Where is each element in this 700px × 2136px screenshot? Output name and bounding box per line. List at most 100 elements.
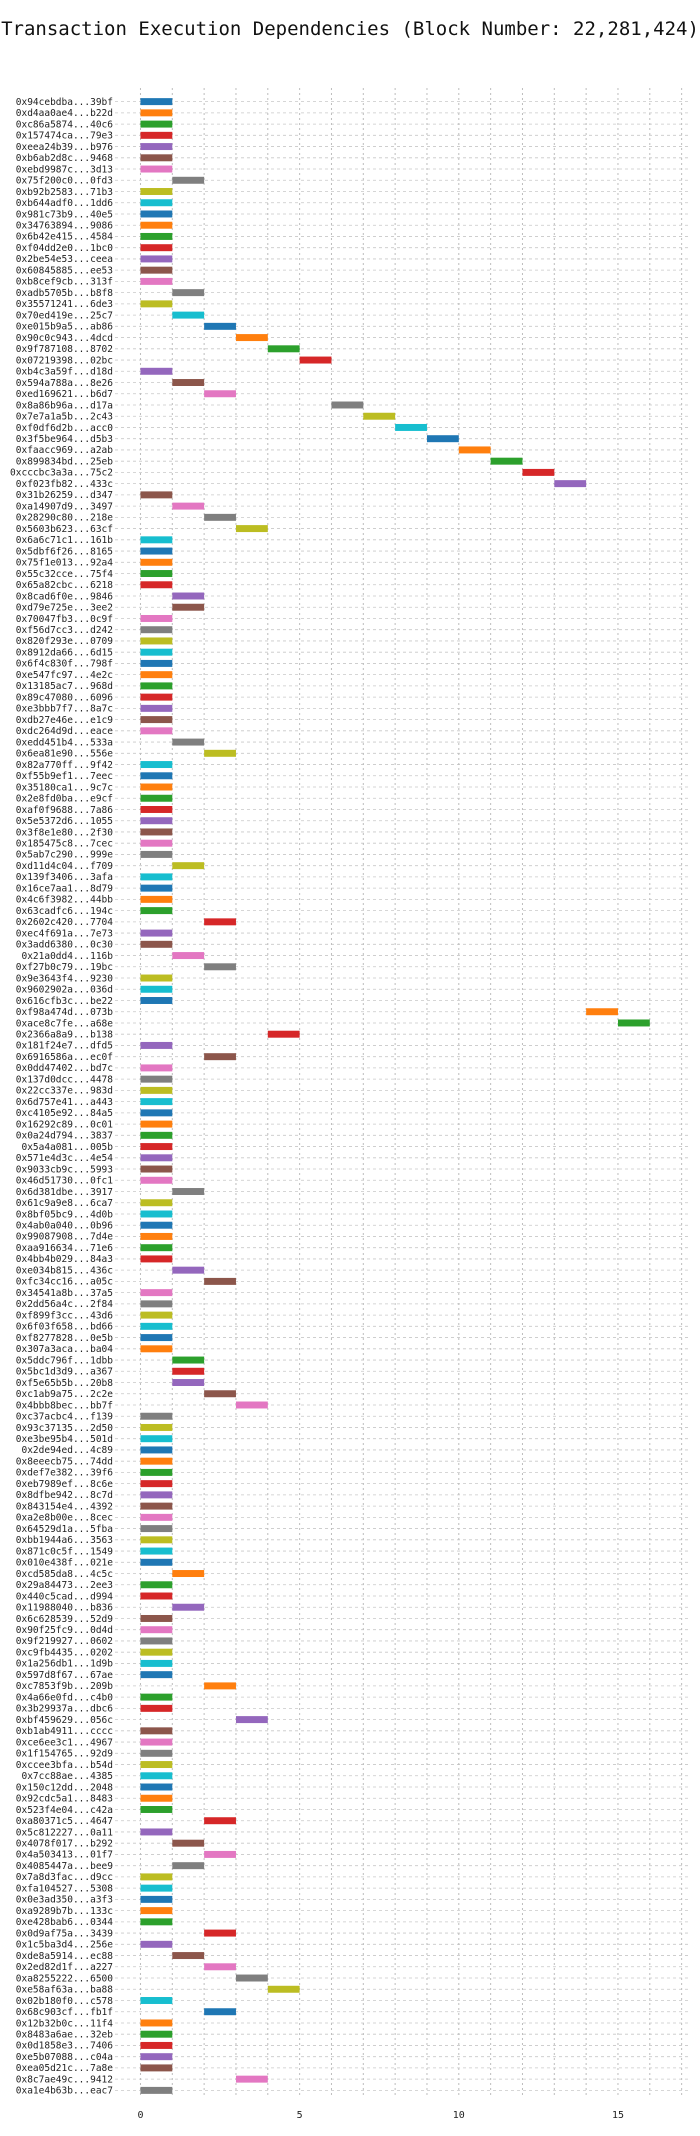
transaction-bar	[140, 277, 173, 285]
transaction-label: 0x6ea81e90...556e	[16, 749, 114, 760]
transaction-bar	[267, 1030, 300, 1038]
transaction-label: 0x75f1e013...92a4	[16, 558, 114, 569]
transaction-bar	[458, 446, 491, 454]
transaction-label: 0xb644adf0...1dd6	[16, 198, 114, 209]
transaction-bar	[140, 682, 173, 690]
transaction-bar	[204, 513, 236, 521]
transaction-label: 0xeb7989ef...8c6e	[16, 1479, 114, 1490]
transaction-label: 0x90f25fc9...0d4d	[16, 1625, 113, 1636]
transaction-bar	[140, 1345, 173, 1353]
transaction-bar	[140, 817, 173, 825]
transaction-label: 0x55c32cce...75f4	[16, 569, 114, 580]
transaction-label: 0x68c903cf...fb1f	[16, 2007, 113, 2018]
transaction-bar	[172, 738, 205, 746]
transaction-bar	[140, 491, 173, 499]
transaction-label: 0x9602902a...036d	[16, 985, 113, 996]
transaction-label: 0x8cad6f0e...9846	[16, 591, 114, 602]
transaction-label: 0xaf0f9688...7a86	[16, 805, 114, 816]
transaction-bar	[140, 1693, 173, 1701]
transaction-bar	[267, 345, 300, 353]
transaction-label: 0x523f4e04...c42a	[16, 1805, 113, 1816]
transaction-bar	[267, 1985, 300, 1993]
transaction-label: 0x2e8fd0ba...e9cf	[16, 794, 113, 805]
transaction-label: 0xfaacc969...a2ab	[16, 445, 114, 456]
transaction-label: 0x31b26259...d347	[16, 490, 113, 501]
transaction-label: 0xb92b2583...71b3	[16, 187, 113, 198]
transaction-bar	[140, 1244, 173, 1252]
transaction-bar	[140, 558, 173, 566]
transaction-bar	[140, 1334, 173, 1342]
x-tick-layer: 0 5 10 15	[137, 2110, 624, 2121]
transaction-label: 0x6a6c71c1...161b	[16, 535, 114, 546]
chart-title: Transaction Execution Dependencies (Bloc…	[1, 18, 699, 40]
transaction-bar	[140, 98, 173, 106]
transaction-label: 0xb8cef9cb...313f	[16, 277, 113, 288]
transaction-label: 0xc9fb4435...0202	[16, 1647, 113, 1658]
transaction-label: 0x5e5372d6...1055	[16, 816, 113, 827]
transaction-bar	[140, 1592, 173, 1600]
transaction-bar	[140, 1423, 173, 1431]
transaction-bar	[140, 1041, 173, 1049]
transaction-bar	[140, 1547, 173, 1555]
label-layer: 0x94cebdba...39bf0xd4aa0ae4...b22d0xc86a…	[10, 97, 113, 2097]
transaction-label: 0x616cfb3c...be22	[16, 996, 113, 1007]
transaction-bar	[172, 289, 205, 297]
transaction-bar	[363, 412, 396, 420]
transaction-bar	[140, 1704, 173, 1712]
transaction-bar	[140, 850, 173, 858]
transaction-label: 0xce6ee3c1...4967	[16, 1737, 113, 1748]
transaction-label: 0x6916586a...ec0f	[16, 1052, 113, 1063]
transaction-bar	[204, 2008, 236, 2016]
transaction-label: 0x8483a6ae...32eb	[16, 2030, 114, 2041]
transaction-label: 0xdb27e46e...e1c9	[16, 715, 114, 726]
transaction-label: 0x9033cb9c...5993	[16, 1164, 113, 1175]
transaction-label: 0x185475c8...7cec	[16, 838, 113, 849]
transaction-bar	[522, 468, 555, 476]
transaction-label: 0x7a8d3fac...d9cc	[16, 1872, 113, 1883]
transaction-bar	[140, 985, 173, 993]
transaction-bar	[140, 266, 173, 274]
transaction-bar	[140, 1109, 173, 1117]
transaction-label: 0xc7853f9b...209b	[16, 1681, 114, 1692]
transaction-bar	[140, 659, 173, 667]
transaction-label: 0x11988040...b836	[16, 1603, 114, 1614]
transaction-bar	[140, 1794, 173, 1802]
transaction-bar	[140, 1738, 173, 1746]
transaction-label: 0x34763894...9086	[16, 221, 114, 232]
transaction-label: 0x7e7a1a5b...2c43	[16, 412, 113, 423]
transaction-bar	[140, 671, 173, 679]
transaction-label: 0xc1ab9a75...2c2e	[16, 1389, 114, 1400]
transaction-label: 0x2366a8a9...b138	[16, 1030, 114, 1041]
transaction-bar	[140, 1749, 173, 1757]
transaction-label: 0x4a503413...01f7	[16, 1850, 113, 1861]
transaction-bar	[140, 1322, 173, 1330]
transaction-label: 0x46d51730...0fc1	[16, 1176, 114, 1187]
transaction-label: 0x5ddc796f...1dbb	[16, 1355, 114, 1366]
transaction-bar	[140, 761, 173, 769]
transaction-bar	[140, 772, 173, 780]
transaction-bar	[140, 1940, 173, 1948]
transaction-bar	[140, 1502, 173, 1510]
transaction-bar	[140, 1783, 173, 1791]
transaction-label: 0xebd9987c...3d13	[16, 164, 113, 175]
transaction-bar	[617, 1019, 650, 1027]
transaction-label: 0x8a86b96a...d17a	[16, 400, 113, 411]
grid-layer	[115, 88, 688, 2096]
transaction-bar	[586, 1008, 618, 1016]
transaction-label: 0x94cebdba...39bf	[16, 97, 113, 108]
transaction-bar	[140, 828, 173, 836]
transaction-bar	[140, 1176, 173, 1184]
transaction-label: 0x28290c80...218e	[16, 513, 114, 524]
transaction-label: 0x0d1858e3...7406	[16, 2041, 114, 2052]
transaction-bar	[140, 1637, 173, 1645]
transaction-bar	[395, 423, 427, 431]
transaction-bar	[140, 1221, 173, 1229]
transaction-label: 0x157474ca...79e3	[16, 131, 113, 142]
transaction-bar	[299, 356, 332, 364]
transaction-label: 0x21a0dd4...116b	[21, 951, 113, 962]
transaction-label: 0xb6ab2d8c...9468	[16, 153, 114, 164]
transaction-bar	[204, 1963, 236, 1971]
transaction-label: 0x981c73b9...40e5	[16, 209, 113, 220]
transaction-label: 0xf0df6d2b...acc0	[16, 423, 114, 434]
transaction-label: 0xc86a5874...40c6	[16, 119, 114, 130]
